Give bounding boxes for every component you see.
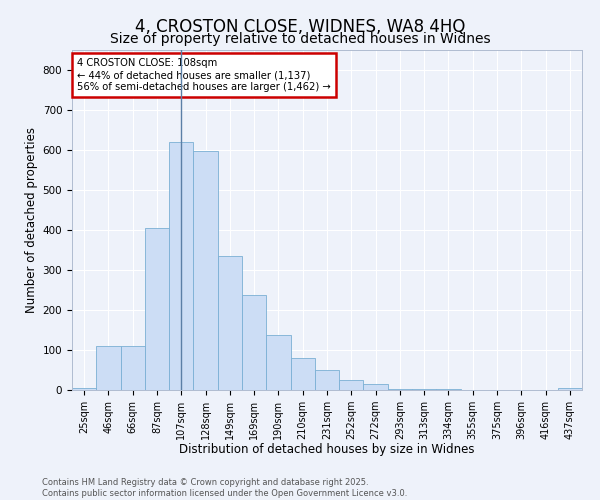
Bar [72,388,96,390]
Text: 4 CROSTON CLOSE: 108sqm
← 44% of detached houses are smaller (1,137)
56% of semi: 4 CROSTON CLOSE: 108sqm ← 44% of detache… [77,58,331,92]
Bar [315,370,339,390]
Text: Size of property relative to detached houses in Widnes: Size of property relative to detached ho… [110,32,490,46]
Bar [436,389,461,390]
Bar [558,388,582,390]
Bar [169,142,193,390]
Bar [145,228,169,390]
Bar [242,295,266,390]
Bar [388,389,412,390]
Bar [193,151,218,390]
Text: Contains HM Land Registry data © Crown copyright and database right 2025.
Contai: Contains HM Land Registry data © Crown c… [42,478,407,498]
Bar [96,346,121,390]
Bar [121,346,145,390]
Bar [364,384,388,390]
Bar [266,335,290,390]
Bar [412,389,436,390]
Text: 4, CROSTON CLOSE, WIDNES, WA8 4HQ: 4, CROSTON CLOSE, WIDNES, WA8 4HQ [135,18,465,36]
Bar [339,380,364,390]
Bar [218,256,242,390]
Bar [290,358,315,390]
X-axis label: Distribution of detached houses by size in Widnes: Distribution of detached houses by size … [179,444,475,456]
Y-axis label: Number of detached properties: Number of detached properties [25,127,38,313]
